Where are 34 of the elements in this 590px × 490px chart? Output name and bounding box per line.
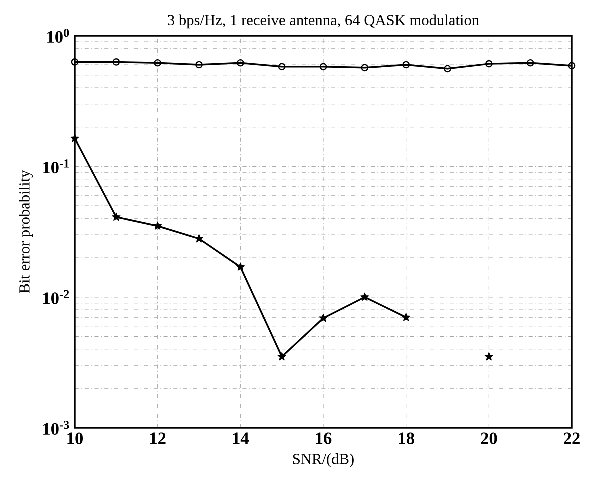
x-tick-label: 10 xyxy=(68,432,84,444)
y-tick-label: 10$^{0}$ xyxy=(48,28,70,44)
point xyxy=(319,314,328,322)
point xyxy=(112,212,121,221)
point xyxy=(444,65,452,73)
y-tick-label: 10$^{-1}$ xyxy=(44,160,69,174)
x-tick-label: 18 xyxy=(399,432,414,444)
point xyxy=(154,222,162,230)
chart-title: 3 bps/Hz, 1 receive antenna, 64 QASK modulation xyxy=(168,14,480,29)
point xyxy=(70,134,80,142)
x-tick-label: 22 xyxy=(564,432,580,444)
y-tick-label: 10$^{-3}$ xyxy=(44,421,70,436)
point xyxy=(402,61,410,69)
point xyxy=(278,63,286,71)
x-tick-label: 16 xyxy=(316,432,332,444)
point xyxy=(236,262,245,271)
point xyxy=(361,64,369,72)
x-tick-label: 20 xyxy=(481,432,498,444)
point xyxy=(154,59,162,67)
point xyxy=(237,59,244,67)
point xyxy=(320,63,328,71)
x-axis-title: SNR/(dB) xyxy=(293,454,354,468)
y-axis-title: Bit error probability xyxy=(19,170,34,294)
point xyxy=(360,292,370,302)
point xyxy=(402,313,411,322)
y-tick-label: 10$^{-2}$ xyxy=(44,290,70,304)
point xyxy=(526,59,534,67)
point xyxy=(486,60,493,68)
point xyxy=(278,352,286,361)
point xyxy=(196,61,203,69)
point xyxy=(112,58,120,66)
point xyxy=(484,352,494,361)
x-tick-label: 12 xyxy=(150,432,166,444)
x-tick-label: 14 xyxy=(233,432,250,444)
